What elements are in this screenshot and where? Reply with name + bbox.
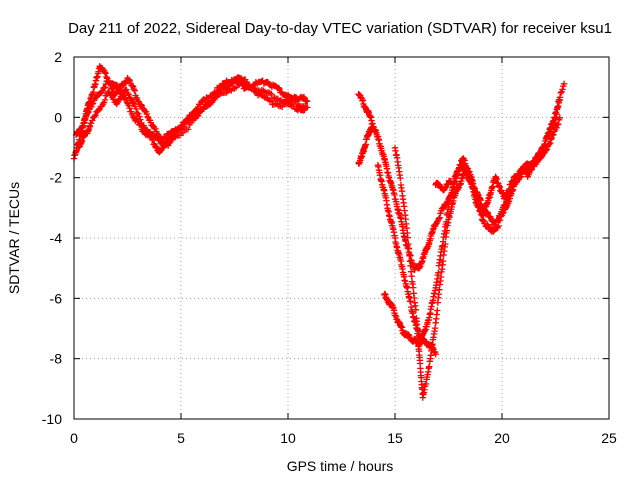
y-tick-label: -2: [50, 170, 63, 186]
y-tick-label: -6: [50, 290, 63, 306]
series-track-f: [391, 96, 563, 401]
series-track-c: [75, 79, 309, 151]
y-axis-label: SDTVAR / TECUs: [6, 182, 22, 294]
x-axis-label: GPS time / hours: [287, 458, 394, 474]
y-tick-label: -4: [50, 230, 63, 246]
y-tick-label: 0: [54, 109, 62, 125]
x-tick-label: 25: [601, 430, 617, 446]
plus-markers: [355, 124, 454, 194]
data-points: [70, 63, 568, 401]
series-track-h: [355, 124, 454, 194]
axis-ticks: 0 5 10 15 20 25 -10 -8 -6 -4 -2 0 2: [42, 49, 617, 446]
plus-markers: [75, 79, 309, 151]
x-tick-label: 0: [70, 430, 78, 446]
x-tick-label: 5: [177, 430, 185, 446]
series-track-g: [381, 290, 439, 358]
x-tick-label: 10: [280, 430, 296, 446]
plus-markers: [391, 96, 563, 401]
plus-markers: [381, 290, 439, 358]
y-tick-label: 2: [54, 49, 62, 65]
series-track-b: [72, 74, 311, 143]
x-tick-label: 15: [387, 430, 403, 446]
chart-title: Day 211 of 2022, Sidereal Day-to-day VTE…: [68, 20, 612, 37]
y-tick-label: -8: [50, 351, 63, 367]
x-tick-label: 20: [494, 430, 510, 446]
gridlines: [74, 57, 609, 419]
y-tick-label: -10: [42, 411, 62, 427]
plus-markers: [72, 74, 311, 143]
